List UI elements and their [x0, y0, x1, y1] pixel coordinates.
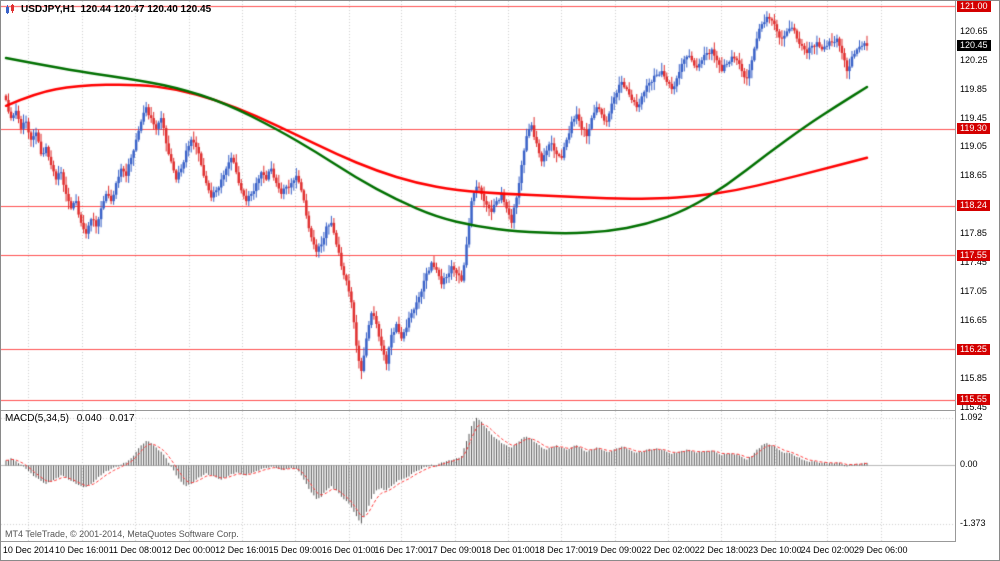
price-tick-label: 119.45 [960, 112, 987, 123]
price-level-tag: 121.00 [957, 1, 991, 12]
price-tick-label: 117.45 [960, 257, 987, 268]
macd-signal-value: 0.017 [109, 413, 135, 424]
price-axis[interactable]: 120.65 120.25 119.85 119.45 119.05 118.65 117.… [955, 1, 999, 542]
time-axis-label: 11 Dec 08:00 [108, 545, 162, 555]
ohlc-quotes: 120.44 120.47 120.40 120.45 [80, 4, 212, 15]
macd-value: 0.040 [76, 413, 102, 424]
macd-chart-canvas[interactable] [1, 411, 955, 541]
price-chart-canvas[interactable] [1, 1, 955, 410]
macd-indicator-name: MACD(5,34,5) [5, 413, 69, 424]
price-pane[interactable]: USDJPY,H1 120.44 120.47 120.40 120.45 [1, 1, 955, 411]
time-axis-label: 12 Dec 00:00 [161, 545, 216, 555]
time-axis-label: 22 Dec 02:00 [641, 545, 695, 555]
time-axis-label: 18 Dec 01:00 [481, 545, 535, 555]
macd-header: MACD(5,34,5) 0.040 0.017 [5, 413, 140, 424]
price-level-tag: 115.55 [957, 394, 990, 406]
price-level-tag: 119.30 [957, 123, 990, 135]
price-tick-label: 115.85 [960, 372, 987, 383]
time-axis-label: 12 Dec 16:00 [215, 545, 269, 555]
current-price-tag: 120.45 [957, 40, 991, 52]
macd-tick-label: 1.092 [960, 412, 983, 423]
symbol-label: USDJPY,H1 [21, 4, 76, 15]
time-axis-label: 24 Dec 02:00 [800, 545, 855, 555]
price-tick-label: 118.65 [960, 170, 987, 181]
macd-pane[interactable]: MACD(5,34,5) 0.040 0.017 MT4 TeleTrade, … [1, 411, 955, 542]
time-axis-label: 16 Dec 01:00 [321, 545, 376, 555]
time-axis-label: 18 Dec 17:00 [534, 545, 589, 555]
price-tick-label: 117.05 [960, 285, 987, 296]
time-axis-label: 10 Dec 16:00 [54, 545, 109, 555]
time-axis-label: 22 Dec 18:00 [694, 545, 749, 555]
time-axis-label: 17 Dec 09:00 [427, 545, 482, 555]
price-tick-label: 117.85 [960, 228, 987, 239]
time-axis-label: 19 Dec 09:00 [587, 545, 642, 555]
time-axis-label: 15 Dec 09:00 [268, 545, 323, 555]
chart-header: USDJPY,H1 120.44 120.47 120.40 120.45 [5, 4, 211, 15]
time-axis-label: 16 Dec 17:00 [374, 545, 428, 555]
copyright-text: MT4 TeleTrade, © 2001-2014, MetaQuotes S… [5, 529, 239, 539]
price-tick-label: 119.85 [960, 83, 987, 94]
time-axis-label: 23 Dec 10:00 [748, 545, 802, 555]
macd-tick-label: -1.373 [960, 518, 986, 529]
price-tick-label: 116.65 [960, 314, 987, 325]
price-level-tag: 116.25 [957, 343, 990, 355]
macd-tick-label: 0.00 [960, 459, 978, 470]
price-level-tag: 118.24 [957, 200, 990, 211]
price-tick-label: 119.05 [960, 141, 987, 152]
time-axis[interactable]: 10 Dec 2014 10 Dec 16:00 11 Dec 08:00 12 De… [1, 542, 955, 560]
candlestick-chart-icon [5, 4, 16, 15]
price-tick-label: 120.65 [960, 25, 988, 36]
time-axis-label: 10 Dec 2014 [2, 545, 54, 555]
time-axis-label: 29 Dec 06:00 [853, 545, 908, 555]
price-tick-label: 120.25 [960, 54, 988, 65]
price-tick-label: 115.45 [960, 401, 987, 412]
price-level-tag: 117.55 [957, 249, 990, 261]
